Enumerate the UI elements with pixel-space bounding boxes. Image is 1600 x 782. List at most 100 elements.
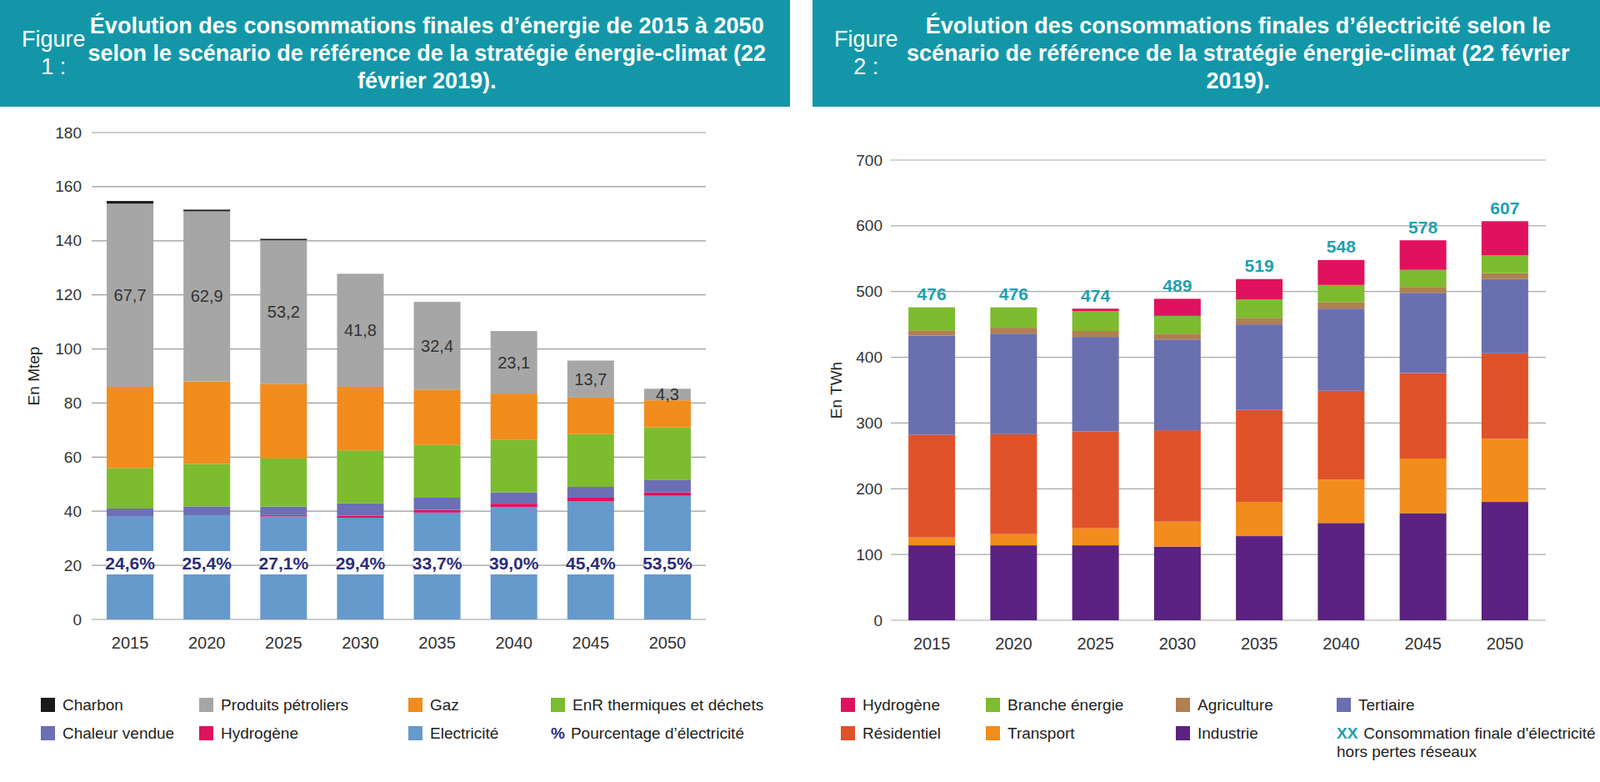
legend-swatch bbox=[1175, 697, 1190, 712]
bar-segment bbox=[106, 203, 154, 387]
bar-segment bbox=[336, 515, 384, 518]
legend-swatch bbox=[840, 697, 855, 712]
percentage-label: 39,0% bbox=[489, 553, 540, 573]
bar-segment bbox=[990, 434, 1037, 535]
bar-segment bbox=[1481, 353, 1529, 440]
bar-segment bbox=[106, 467, 154, 509]
bar-segment bbox=[990, 327, 1037, 334]
bar-segment bbox=[1154, 315, 1201, 334]
bar-segment bbox=[336, 273, 384, 387]
bar-segment bbox=[990, 307, 1037, 328]
data-label: 32,4 bbox=[420, 336, 454, 355]
legend-item: Résidentiel bbox=[840, 724, 941, 743]
y-tick-label: 120 bbox=[55, 285, 82, 304]
legend-label: Agriculture bbox=[1197, 695, 1274, 715]
bar-segment bbox=[1154, 430, 1201, 522]
y-tick-label: 500 bbox=[855, 282, 883, 300]
x-tick-label: 2015 bbox=[913, 634, 951, 653]
bar-segment bbox=[1154, 298, 1201, 316]
legend-label: Electricité bbox=[430, 724, 499, 743]
bar-segment bbox=[1400, 286, 1447, 293]
total-label: 607 bbox=[1490, 198, 1520, 218]
bar-segment bbox=[260, 506, 307, 515]
grid-line bbox=[890, 356, 1546, 358]
y-tick-label: 0 bbox=[72, 610, 82, 629]
bar-segment bbox=[990, 534, 1037, 545]
percentage-label: 27,1% bbox=[259, 553, 310, 573]
x-tick-label: 2040 bbox=[1322, 634, 1360, 653]
bar-segment bbox=[908, 330, 955, 335]
legend-item: Gaz bbox=[408, 695, 460, 715]
bar-segment bbox=[1317, 301, 1365, 309]
bar-segment bbox=[183, 380, 230, 464]
legend-item: XXConsommation finale d'électricité hors… bbox=[1336, 724, 1596, 761]
x-tick-label: 2025 bbox=[265, 633, 303, 652]
grid-line bbox=[890, 225, 1546, 226]
bar-segment bbox=[414, 445, 461, 498]
bar-segment bbox=[1400, 240, 1447, 270]
x-tick-label: 2050 bbox=[1486, 634, 1525, 653]
legend-label: Pourcentage d’électricité bbox=[570, 724, 745, 742]
bar-segment bbox=[260, 240, 307, 385]
bar-segment bbox=[567, 434, 615, 487]
bar-segment bbox=[260, 515, 307, 517]
bar-segment bbox=[567, 360, 615, 361]
bar-segment bbox=[183, 210, 230, 381]
bar-segment bbox=[1317, 308, 1365, 391]
legend-item: Chaleur vendue bbox=[40, 724, 175, 743]
bar-segment bbox=[414, 301, 461, 390]
grid-line bbox=[91, 131, 706, 133]
bar-segment bbox=[1317, 479, 1365, 523]
legend-label: Consommation finale d'électricité hors p… bbox=[1336, 724, 1596, 760]
grid-line bbox=[890, 290, 1546, 292]
bar-segment bbox=[908, 537, 955, 545]
data-label: 13,7 bbox=[574, 370, 607, 389]
legend-symbol: % bbox=[550, 724, 565, 742]
legend-item: Electricité bbox=[408, 724, 499, 743]
y-tick-label: 160 bbox=[55, 177, 82, 195]
bar-segment bbox=[1317, 260, 1365, 285]
bar-segment bbox=[260, 239, 307, 241]
bar-segment bbox=[414, 497, 461, 510]
bar-segment bbox=[644, 400, 691, 427]
legend-swatch bbox=[1175, 725, 1190, 740]
legend-swatch bbox=[1336, 697, 1351, 712]
bar-segment bbox=[336, 273, 384, 275]
legend-label: Transport bbox=[1007, 724, 1075, 743]
percentage-label: 25,4% bbox=[181, 553, 232, 573]
legend-item: Tertiaire bbox=[1336, 695, 1415, 715]
y-tick-label: 100 bbox=[855, 545, 883, 564]
data-label: 4,3 bbox=[655, 385, 680, 404]
canvas: En Mtep020406080100120140160180201520202… bbox=[0, 0, 1600, 782]
bar-segment bbox=[1481, 501, 1529, 620]
legend-swatch bbox=[408, 725, 423, 740]
bar-segment bbox=[990, 306, 1037, 308]
x-tick-label: 2025 bbox=[1076, 634, 1115, 653]
y-tick-label: 400 bbox=[855, 348, 883, 366]
x-tick-label: 2040 bbox=[495, 633, 533, 652]
total-label: 489 bbox=[1162, 275, 1192, 295]
data-labels: 476476474489519548578607 bbox=[917, 198, 1520, 305]
legend-item: Transport bbox=[985, 724, 1075, 743]
bar-segment bbox=[1072, 308, 1120, 311]
legend-item: Industrie bbox=[1175, 724, 1259, 743]
legend-item: Produits pétroliers bbox=[199, 695, 349, 715]
bar-segment bbox=[490, 330, 538, 394]
bar-segment bbox=[260, 384, 307, 459]
figure-number: Figure 1 : bbox=[21, 25, 86, 81]
bar-segment bbox=[1235, 299, 1283, 318]
bar-segment bbox=[990, 333, 1037, 435]
bar-segment bbox=[1400, 458, 1447, 513]
bar-segment bbox=[260, 458, 307, 507]
bar-segment bbox=[1072, 330, 1120, 337]
bar-segment bbox=[1235, 501, 1283, 536]
total-label: 476 bbox=[917, 284, 947, 304]
grid-line bbox=[890, 422, 1546, 424]
bar-segment bbox=[336, 502, 384, 515]
legend-item: EnR thermiques et déchets bbox=[550, 695, 764, 715]
legend-swatch bbox=[408, 697, 423, 712]
bar-segment bbox=[1072, 336, 1120, 432]
percentage-label: 33,7% bbox=[412, 553, 463, 573]
bar-segment bbox=[644, 427, 691, 480]
bar-segment bbox=[1235, 324, 1283, 410]
